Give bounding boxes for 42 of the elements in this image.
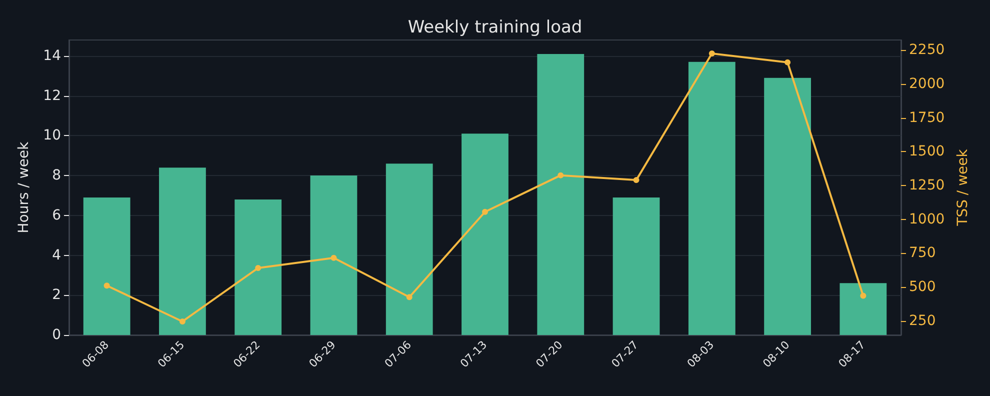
- y2-tick-label: 750: [909, 245, 936, 262]
- y2-tick-label: 2000: [909, 76, 945, 92]
- y2-axis-title: TSS / week: [955, 148, 971, 227]
- y2-tick-label: 500: [909, 278, 936, 295]
- y-tick-label: 0: [52, 327, 61, 343]
- y-axis-title: Hours / week: [16, 140, 32, 234]
- y-tick-label: 10: [43, 128, 61, 144]
- bar: [386, 164, 433, 335]
- y-tick-label: 6: [52, 207, 62, 224]
- y2-tick-label: 1500: [909, 144, 945, 160]
- chart-title: Weekly training load: [408, 18, 582, 38]
- point: [708, 50, 715, 57]
- point: [558, 172, 564, 178]
- bar: [764, 78, 811, 335]
- y-tick-label: 8: [52, 168, 61, 184]
- bar: [612, 197, 660, 335]
- y-tick-label: 4: [52, 247, 62, 264]
- point: [330, 254, 337, 261]
- y-tick-label: 12: [43, 88, 61, 104]
- point: [784, 59, 791, 66]
- bar: [462, 134, 508, 335]
- y-tick-label: 14: [43, 48, 62, 64]
- y2-tick-label: 2250: [909, 42, 945, 58]
- y-tick-label: 2: [52, 287, 61, 304]
- y2-tick-label: 1250: [909, 177, 945, 194]
- bar: [840, 283, 887, 335]
- point: [104, 282, 110, 289]
- bar: [537, 54, 584, 335]
- y2-tick-label: 1750: [909, 110, 945, 126]
- point: [406, 294, 412, 300]
- bar: [83, 197, 130, 335]
- point: [255, 265, 262, 272]
- bar: [688, 62, 736, 335]
- point: [633, 177, 640, 184]
- y2-tick-label: 1000: [909, 211, 945, 228]
- bar: [234, 199, 282, 335]
- bar: [310, 176, 358, 335]
- bar: [159, 168, 206, 335]
- point: [860, 292, 866, 299]
- point: [179, 318, 186, 324]
- point: [482, 208, 488, 215]
- y2-tick-label: 250: [909, 312, 936, 329]
